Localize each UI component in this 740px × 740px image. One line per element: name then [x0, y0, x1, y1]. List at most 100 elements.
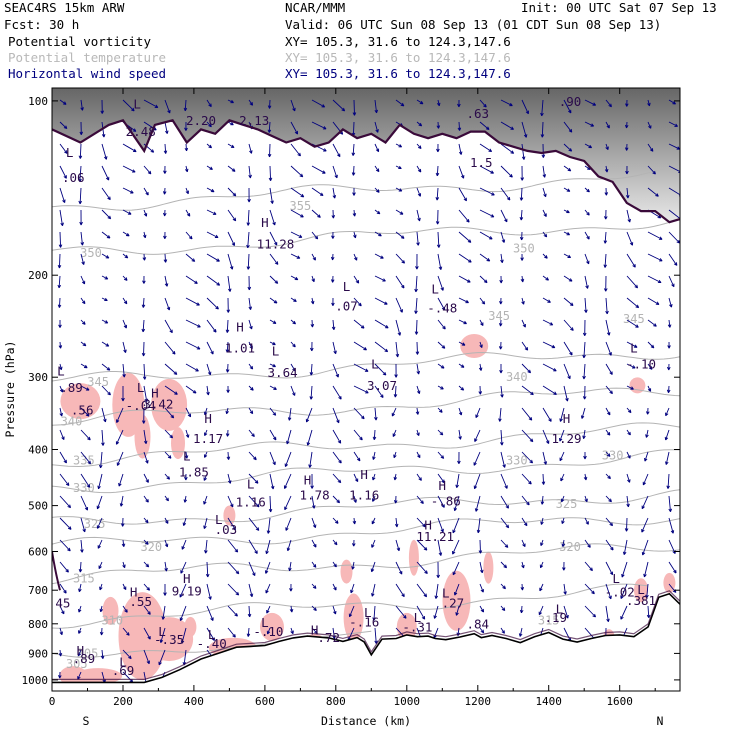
- wind-vector-200: [206, 363, 212, 376]
- wind-vector-183: [180, 561, 187, 574]
- wind-vector-537: [479, 605, 485, 613]
- y-tick-label: 600: [28, 546, 48, 559]
- wind-vector-39: [80, 363, 88, 369]
- wind-vector-83: [122, 143, 137, 153]
- wind-vector-369: [352, 209, 357, 217]
- wind-vector-429: [392, 429, 397, 437]
- wind-vector-416: [395, 143, 403, 148]
- extremum-value: 1.5: [470, 155, 493, 170]
- extremum-value: .69: [112, 663, 135, 678]
- wind-vector-432: [393, 495, 398, 504]
- wind-vector-13: [59, 385, 64, 393]
- extremum-value: -.31: [402, 620, 432, 635]
- wind-vector-196: [206, 275, 221, 286]
- field-name-wind: Horizontal wind speed: [8, 66, 166, 81]
- wind-vector-294: [290, 209, 304, 218]
- wind-vector-326: [309, 363, 314, 376]
- y-tick-label: 1000: [22, 674, 49, 687]
- wind-vector-297: [290, 275, 299, 281]
- wind-vector-527: [478, 385, 483, 395]
- low-marker: L: [247, 477, 255, 492]
- wind-vector-728: [645, 407, 650, 415]
- wind-vector-374: [353, 319, 365, 329]
- wind-vector-611: [539, 583, 544, 592]
- wind-vector-559: [500, 539, 509, 548]
- pv-shade-16: [442, 570, 471, 631]
- wind-vector-676: [605, 363, 613, 375]
- wind-vector-330: [308, 451, 313, 468]
- wind-vector-289: [290, 99, 296, 112]
- wind-vector-246: [246, 253, 251, 270]
- wind-vector-468: [435, 187, 440, 201]
- wind-vector-51: [78, 627, 82, 634]
- wind-vector-474: [437, 319, 446, 330]
- wind-vector-510: [452, 561, 460, 576]
- wind-vector-152: [164, 473, 171, 480]
- wind-vector-244: [246, 209, 250, 226]
- wind-vector-421: [395, 253, 406, 264]
- wind-vector-181: [182, 517, 187, 527]
- wind-vector-124: [143, 451, 149, 464]
- x-tick-label: 1400: [535, 695, 562, 708]
- wind-vector-426: [394, 363, 398, 378]
- wind-vector-225: [225, 341, 230, 353]
- wind-vector-284: [265, 539, 271, 555]
- wind-vector-594: [542, 209, 547, 217]
- wind-vector-226: [225, 363, 230, 373]
- wind-vector-319: [311, 209, 321, 218]
- wind-vector-439: [416, 99, 424, 105]
- wind-vector-66: [101, 363, 111, 371]
- wind-vector-242: [248, 165, 252, 179]
- low-marker: L: [371, 357, 379, 372]
- wind-vector-471: [437, 253, 443, 270]
- wind-vector-62: [101, 275, 109, 280]
- wind-vector-602: [542, 385, 557, 395]
- wind-vector-145: [164, 319, 173, 334]
- wind-vector-490: [457, 121, 462, 131]
- wind-vector-101: [121, 539, 126, 547]
- wind-vector-711: [620, 583, 628, 599]
- wind-vector-79: [100, 649, 105, 659]
- high-marker: H: [236, 319, 244, 334]
- wind-vector-148: [164, 385, 178, 395]
- wind-vector-331: [310, 473, 314, 489]
- low-marker: L: [343, 279, 351, 294]
- y-tick-label: 500: [28, 500, 48, 513]
- wind-vector-481: [437, 473, 445, 484]
- wind-vector-648: [584, 297, 588, 313]
- x-tick-label: 1600: [606, 695, 633, 708]
- extremum-value: 11.21: [416, 529, 454, 544]
- wind-vector-117: [141, 297, 146, 308]
- wind-vector-392: [374, 165, 380, 173]
- wind-vector-677: [605, 385, 613, 395]
- wind-vector-228: [225, 407, 229, 415]
- wind-vector-5: [59, 209, 64, 227]
- wind-vector-684: [605, 539, 614, 551]
- isentrope-label: 330: [506, 454, 528, 468]
- extremum-value: .63: [467, 106, 490, 121]
- wind-vector-632: [560, 495, 565, 503]
- wind-vector-631: [560, 473, 565, 482]
- low-marker: L: [208, 627, 216, 642]
- wind-vector-542: [500, 165, 513, 178]
- wind-vector-1: [59, 121, 68, 130]
- wind-vector-685: [605, 561, 614, 576]
- wind-vector-194: [206, 231, 219, 239]
- wind-vector-380: [353, 451, 361, 462]
- wind-vector-143: [164, 275, 169, 287]
- wind-vector-699: [626, 319, 639, 328]
- wind-vector-646: [584, 253, 590, 265]
- wind-vector-137: [163, 143, 168, 154]
- wind-vector-517: [479, 165, 494, 174]
- extremum-value: 1.29: [551, 431, 581, 446]
- wind-vector-175: [185, 385, 197, 394]
- y-tick-label: 200: [28, 269, 48, 282]
- wind-vector-502: [458, 385, 465, 391]
- wind-vector-408: [371, 517, 376, 525]
- wind-vector-70: [98, 451, 103, 469]
- wind-vector-233: [227, 517, 236, 531]
- wind-vector-132: [143, 627, 151, 640]
- wind-vector-447: [414, 275, 418, 293]
- wind-vector-621: [563, 253, 572, 259]
